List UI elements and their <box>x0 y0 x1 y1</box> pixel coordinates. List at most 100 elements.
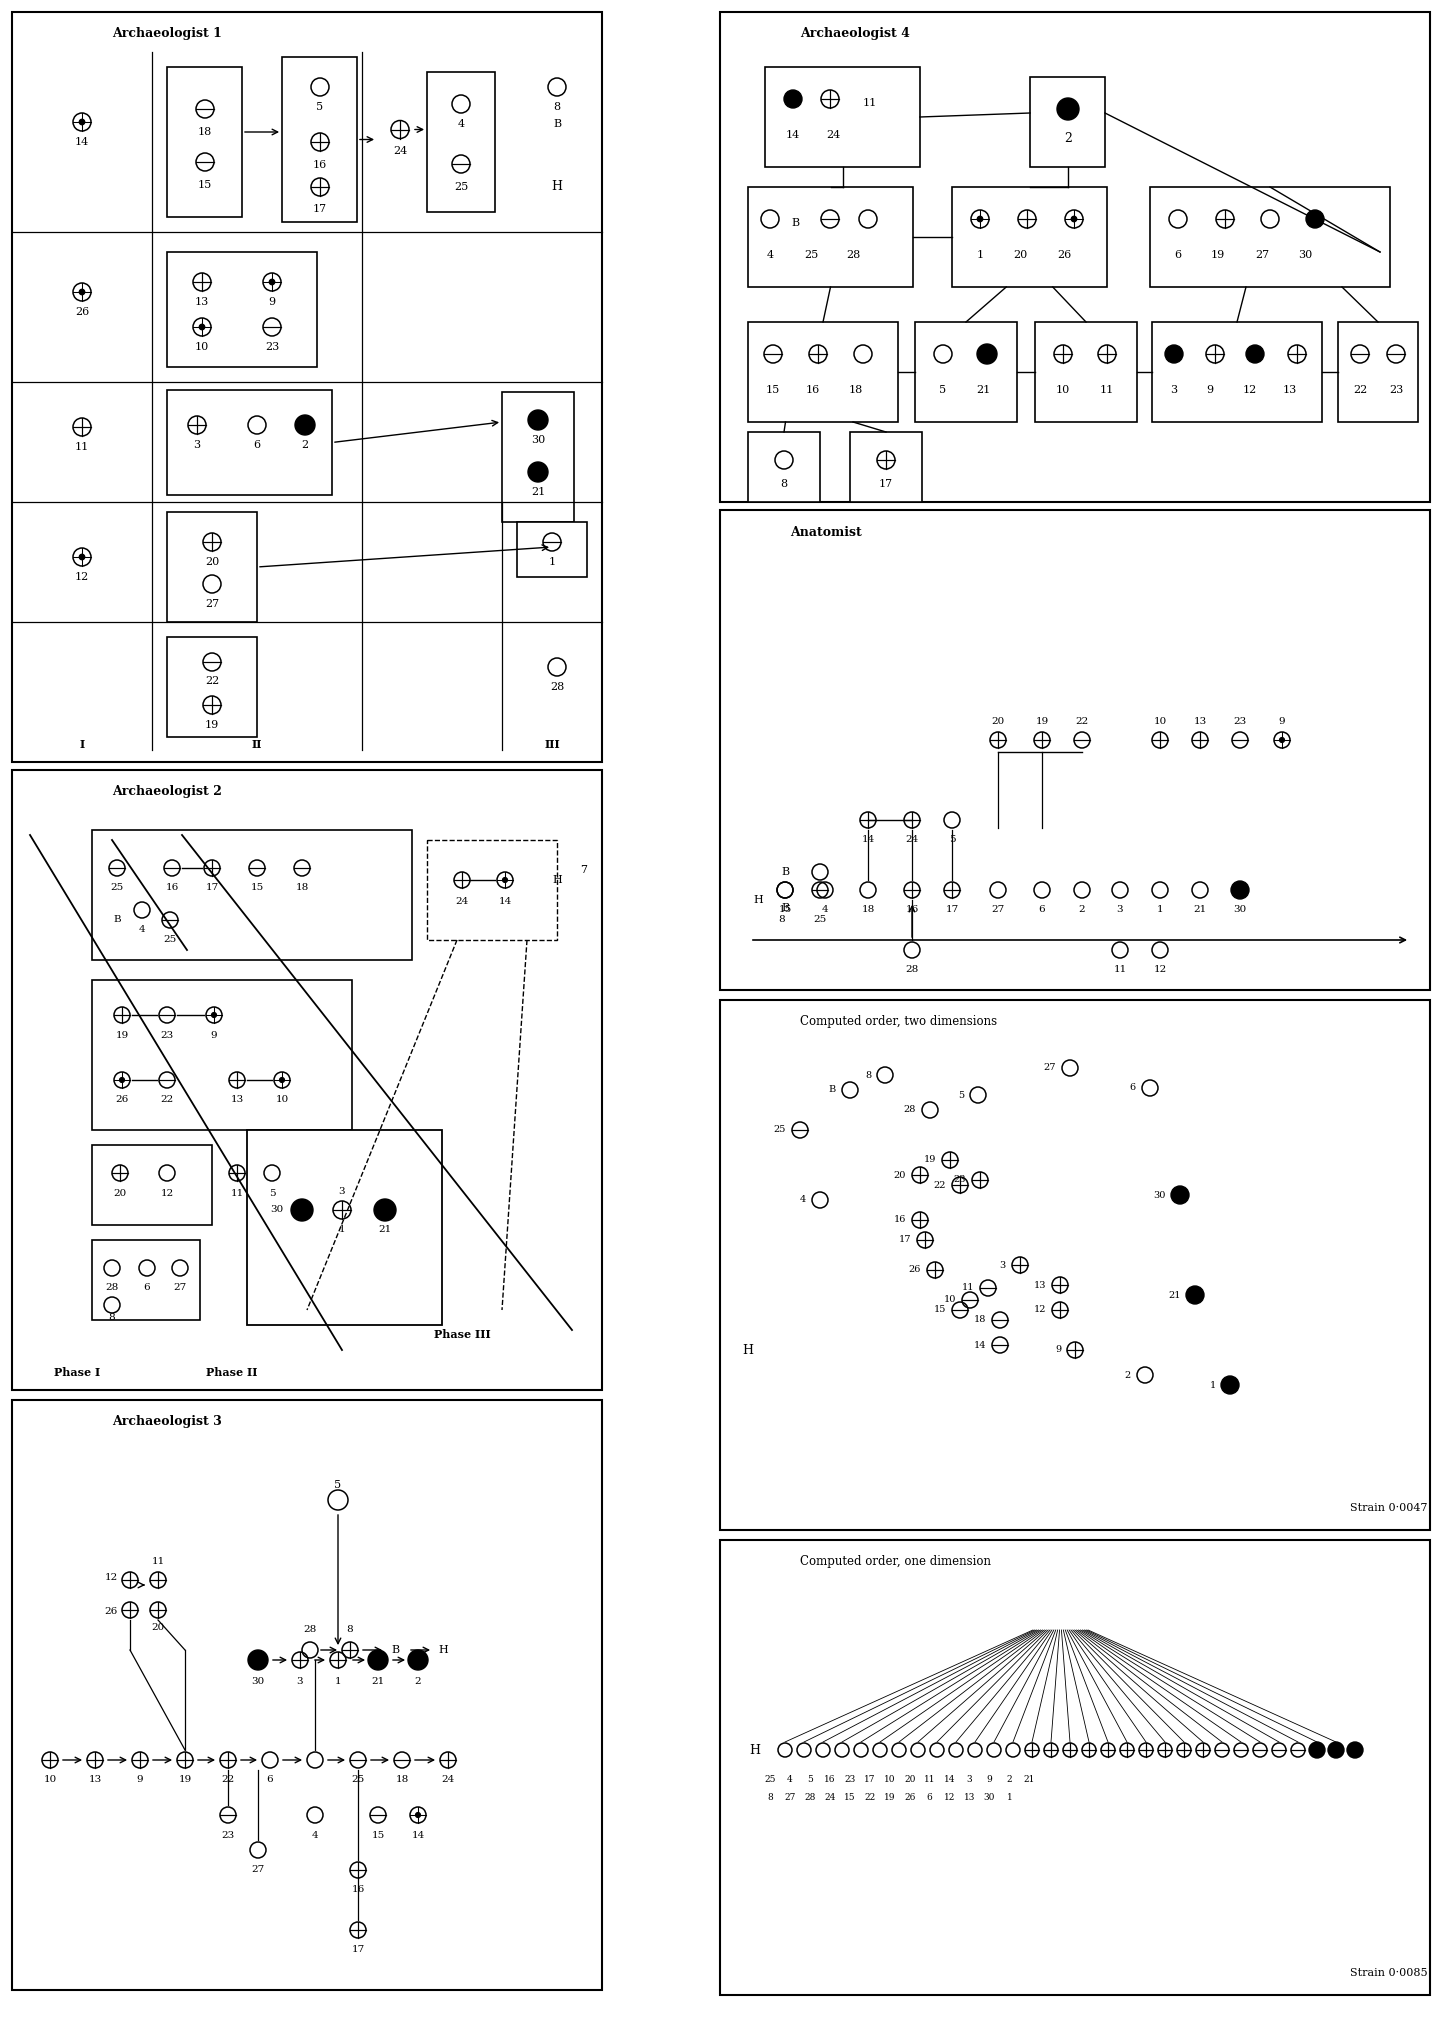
Text: 30: 30 <box>984 1794 996 1802</box>
Text: 23: 23 <box>954 1176 965 1185</box>
Bar <box>952 188 1107 287</box>
Text: Phase I: Phase I <box>53 1366 100 1378</box>
Text: 1: 1 <box>1007 1794 1013 1802</box>
Bar <box>1338 323 1418 422</box>
Text: 17: 17 <box>313 204 328 214</box>
Text: 15: 15 <box>844 1794 856 1802</box>
Text: 17: 17 <box>899 1235 911 1245</box>
Text: 4: 4 <box>821 906 828 914</box>
Text: B: B <box>113 916 121 924</box>
Text: 12: 12 <box>160 1189 173 1197</box>
Circle shape <box>120 1078 124 1082</box>
Text: B: B <box>781 902 789 912</box>
Text: 22: 22 <box>934 1181 947 1189</box>
Circle shape <box>1306 210 1325 228</box>
Text: 5: 5 <box>958 1090 964 1100</box>
Text: 13: 13 <box>964 1794 975 1802</box>
Text: 3: 3 <box>297 1677 303 1687</box>
Text: 5: 5 <box>948 835 955 844</box>
Text: 4: 4 <box>786 1776 792 1784</box>
Circle shape <box>1309 1742 1325 1758</box>
Text: 10: 10 <box>1056 385 1071 396</box>
Text: 27: 27 <box>205 599 219 609</box>
Bar <box>92 829 413 961</box>
Text: 22: 22 <box>1075 718 1088 726</box>
Circle shape <box>79 119 85 125</box>
Text: 26: 26 <box>909 1265 921 1275</box>
Text: 5: 5 <box>807 1776 812 1784</box>
Circle shape <box>1071 216 1076 222</box>
Text: 21: 21 <box>975 385 990 396</box>
Text: Strain 0·0085: Strain 0·0085 <box>1351 1968 1427 1978</box>
Bar <box>167 513 257 622</box>
Text: 18: 18 <box>296 884 309 892</box>
Text: Phase III: Phase III <box>434 1330 491 1340</box>
Text: 11: 11 <box>75 442 89 452</box>
Circle shape <box>270 278 274 285</box>
Text: 27: 27 <box>173 1283 186 1292</box>
Text: Anatomist: Anatomist <box>789 525 861 539</box>
Text: 1: 1 <box>339 1225 345 1235</box>
Text: 5: 5 <box>316 103 323 113</box>
Text: 19: 19 <box>1211 250 1225 260</box>
Text: 9: 9 <box>268 297 276 307</box>
Circle shape <box>502 878 508 882</box>
Text: 2: 2 <box>1063 133 1072 145</box>
Text: 30: 30 <box>251 1677 264 1687</box>
Bar <box>12 1400 602 1990</box>
Text: 23: 23 <box>1234 718 1247 726</box>
Circle shape <box>1058 99 1079 119</box>
Text: 19: 19 <box>115 1031 128 1039</box>
Text: 26: 26 <box>75 307 89 317</box>
Text: B: B <box>553 119 561 129</box>
Circle shape <box>528 462 548 482</box>
Text: 28: 28 <box>105 1283 118 1292</box>
Text: 30: 30 <box>1234 906 1247 914</box>
Circle shape <box>1221 1376 1240 1394</box>
Text: 30: 30 <box>270 1205 284 1215</box>
Bar <box>1152 323 1322 422</box>
Text: 8: 8 <box>864 1070 872 1080</box>
Text: 3: 3 <box>339 1187 345 1197</box>
Text: 22: 22 <box>864 1794 876 1802</box>
Text: 15: 15 <box>198 180 212 190</box>
Bar <box>167 252 317 367</box>
Text: 14: 14 <box>944 1776 955 1784</box>
Text: 20: 20 <box>903 1776 915 1784</box>
Text: 12: 12 <box>105 1574 118 1582</box>
Text: 13: 13 <box>231 1096 244 1104</box>
Bar <box>247 1130 442 1326</box>
Text: 24: 24 <box>825 129 840 139</box>
Text: 21: 21 <box>378 1225 391 1235</box>
Text: 21: 21 <box>1169 1290 1180 1300</box>
Text: 19: 19 <box>885 1794 896 1802</box>
Text: 4: 4 <box>312 1830 319 1840</box>
Text: 23: 23 <box>160 1031 173 1039</box>
Text: 16: 16 <box>893 1215 906 1225</box>
Bar <box>12 771 602 1390</box>
Text: 3: 3 <box>967 1776 973 1784</box>
Text: 16: 16 <box>166 884 179 892</box>
Text: Strain 0·0047: Strain 0·0047 <box>1351 1503 1427 1514</box>
Circle shape <box>291 1199 313 1221</box>
Text: 24: 24 <box>442 1776 455 1784</box>
Text: 9: 9 <box>211 1031 218 1039</box>
Text: 27: 27 <box>251 1865 264 1875</box>
Text: 6: 6 <box>926 1794 932 1802</box>
Circle shape <box>408 1651 429 1671</box>
Text: B: B <box>791 218 799 228</box>
Text: H: H <box>553 876 561 886</box>
Text: B: B <box>828 1086 835 1094</box>
Text: 21: 21 <box>531 486 545 496</box>
Circle shape <box>1231 882 1250 898</box>
Text: 9: 9 <box>1278 718 1286 726</box>
Text: 18: 18 <box>861 906 874 914</box>
Text: 20: 20 <box>152 1624 165 1633</box>
Text: 2: 2 <box>1079 906 1085 914</box>
Text: B: B <box>781 868 789 878</box>
Text: 7: 7 <box>580 866 587 876</box>
Bar <box>850 432 922 502</box>
Text: 3: 3 <box>1000 1261 1006 1269</box>
Circle shape <box>1328 1742 1343 1758</box>
Text: 1: 1 <box>1209 1380 1216 1390</box>
